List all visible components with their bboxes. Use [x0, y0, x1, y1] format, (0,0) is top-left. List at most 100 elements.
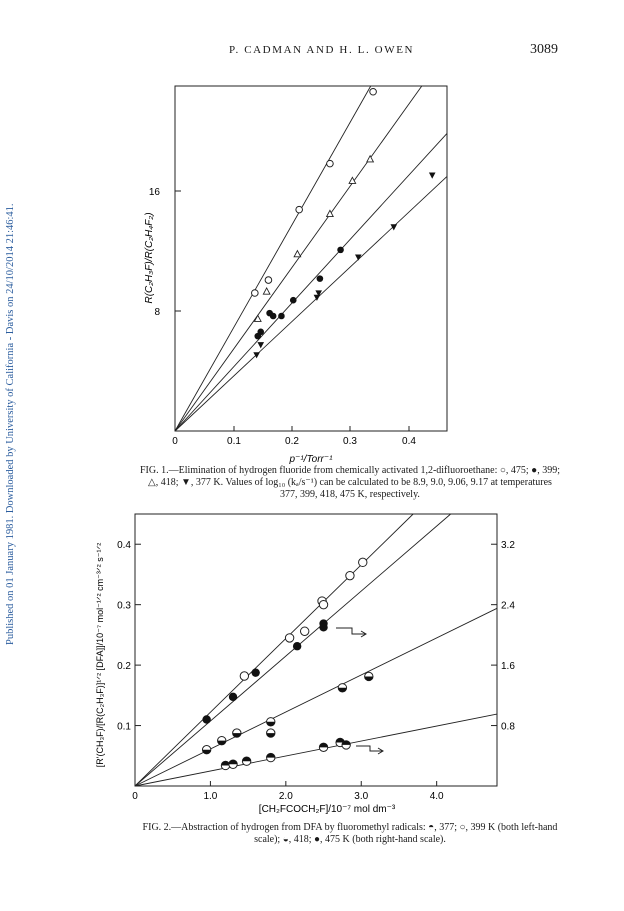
- fig2-point-399K: [318, 599, 329, 610]
- fig1-point-377K: [253, 352, 260, 359]
- fig1-fit-line-399: [174, 133, 448, 432]
- fig1-point-475K: [295, 205, 303, 214]
- fig2-point-377K: [341, 740, 351, 750]
- fig2-point-377K: [228, 759, 238, 769]
- fig2-caption-line-2: scale); ◒, 418; ●, 475 K (both right-han…: [254, 834, 446, 845]
- fig2-ytick-right-label: 2.4: [501, 601, 515, 612]
- fig2-point-377K: [220, 760, 231, 771]
- fig2-point-475K: [292, 642, 302, 651]
- fig1-xtick-label-0.2: 0.2: [285, 436, 299, 447]
- fig2-fit-line-418K: [134, 607, 498, 787]
- fig1-point-399K: [316, 275, 324, 282]
- fig2-x-axis-label: [CH₂FCOCH₂F]/10⁻⁷ mol dm⁻³: [259, 804, 396, 815]
- fig2-point-475K: [319, 623, 328, 632]
- fig1-point-418K: [293, 249, 302, 258]
- fig1-x-axis-label: p⁻¹/Torr⁻¹: [289, 454, 334, 465]
- fig2-point-418K: [232, 728, 242, 738]
- figure-2-frame: [134, 513, 498, 787]
- fig2-point-418K: [337, 683, 348, 693]
- fig2-point-475K: [251, 668, 260, 677]
- fig1-point-377K: [315, 290, 322, 297]
- fig2-point-475K: [228, 692, 238, 702]
- fig1-fit-line-475: [174, 85, 372, 432]
- fig2-ytick-left-label: 0.1: [117, 722, 131, 733]
- fig2-point-418K: [364, 671, 374, 682]
- fig2-point-399K: [239, 671, 250, 681]
- fig1-point-377K: [390, 224, 398, 231]
- fig2-fit-line-475K: [134, 513, 451, 787]
- fig1-point-475K: [369, 87, 377, 96]
- fig1-point-399K: [289, 296, 297, 304]
- fig2-point-399K: [358, 557, 368, 568]
- fig2-point-377K: [266, 752, 276, 763]
- fig1-point-418K: [262, 287, 271, 295]
- fig2-ticks: 0 1.0 2.0 3.0 4.0 0.1 0.2 0.3 0.4 0.8 1.6 2.4 3.2: [117, 540, 515, 802]
- fig2-fit-lines: [134, 513, 498, 787]
- fig2-point-377K: [318, 742, 329, 753]
- figure-1-caption: FIG. 1.—Elimination of hydrogen fluoride…: [135, 465, 565, 501]
- fig1-point-399K: [337, 246, 344, 254]
- fig2-fit-line-377K: [134, 713, 498, 787]
- fig1-data-points: [251, 87, 436, 359]
- page-header: P. CADMAN AND H. L. OWEN 3089: [0, 42, 624, 64]
- fig2-point-418K: [266, 717, 276, 727]
- fig2-point-418K: [217, 735, 227, 746]
- fig1-ytick-label-16: 16: [149, 187, 161, 198]
- figure-2-plot: 0 1.0 2.0 3.0 4.0 0.1 0.2 0.3 0.4 0.8 1.6 2.4 3.2 [C…: [95, 513, 515, 815]
- page-number: 3089: [530, 42, 558, 57]
- fig2-ytick-left-label: 0.3: [117, 601, 131, 612]
- fig2-xtick-label: 3.0: [354, 791, 368, 802]
- fig2-y-axis-label: [R'(CH₃F)/[R(C₂H₃F)]¹ᐟ² [DFA]]/10⁻⁷ mol⁻…: [95, 543, 105, 768]
- fig1-point-418K: [366, 154, 375, 163]
- fig1-caption-line-1: FIG. 1.—Elimination of hydrogen fluoride…: [139, 465, 561, 476]
- fig2-point-418K: [266, 728, 276, 738]
- fig1-xtick-label-0.3: 0.3: [343, 436, 357, 447]
- fig2-xtick-label: 0: [132, 791, 138, 802]
- fig2-point-377K: [241, 756, 252, 766]
- fig2-ytick-left-label: 0.4: [117, 540, 131, 551]
- fig1-fit-lines: [174, 85, 448, 432]
- fig1-point-377K: [355, 254, 362, 261]
- fig1-y-axis-label: R(C₂H₃F)/R(C₂H₄F₂): [144, 212, 155, 303]
- fig1-point-475K: [326, 159, 334, 168]
- fig1-caption-line-3: 377, 399, 418, 475 K, respectively.: [280, 489, 420, 500]
- fig1-point-399K: [257, 328, 265, 336]
- fig2-ytick-left-label: 0.2: [117, 661, 131, 672]
- fig2-ytick-right-label: 3.2: [501, 540, 515, 551]
- fig1-xtick-label-0: 0: [172, 436, 178, 447]
- fig2-xtick-label: 1.0: [203, 791, 217, 802]
- fig2-data-points: [201, 557, 374, 771]
- fig1-xtick-label-0.4: 0.4: [402, 436, 416, 447]
- fig1-fit-line-377: [174, 176, 448, 432]
- fig2-caption-line-1: FIG. 2.—Abstraction of hydrogen from DFA…: [142, 822, 558, 833]
- fig1-point-475K: [264, 276, 273, 284]
- fig1-point-418K: [348, 176, 357, 184]
- figure-1-plot: 16 8 0 0.1 0.2 0.3 0.4 p⁻¹/Torr⁻¹ R(C₂H₃…: [144, 85, 448, 465]
- fig1-xtick-label-0.1: 0.1: [227, 436, 241, 447]
- fig1-point-418K: [325, 209, 334, 217]
- figure-1-frame: [174, 85, 448, 432]
- fig2-point-475K: [202, 715, 211, 724]
- running-head-authors: P. CADMAN AND H. L. OWEN: [229, 44, 415, 56]
- fig1-point-377K: [428, 172, 436, 179]
- fig2-xtick-label: 4.0: [430, 791, 444, 802]
- fig2-arrow-right-scale-upper: [336, 627, 367, 638]
- fig2-ytick-right-label: 0.8: [501, 722, 515, 733]
- fig1-point-399K: [269, 312, 277, 320]
- fig2-point-399K: [284, 633, 295, 643]
- figure-2-caption: FIG. 2.—Abstraction of hydrogen from DFA…: [135, 822, 565, 846]
- fig1-ytick-label-8: 8: [154, 307, 160, 318]
- fig2-point-399K: [299, 626, 310, 636]
- fig1-caption-line-2: △, 418; ▼, 377 K. Values of log₁₀ (kₐ/s⁻…: [148, 477, 552, 488]
- fig1-point-418K: [253, 314, 262, 322]
- fig2-ytick-right-label: 1.6: [501, 661, 515, 672]
- fig2-fit-line-399K: [134, 513, 414, 787]
- fig1-point-399K: [278, 312, 285, 320]
- fig1-point-377K: [257, 342, 265, 349]
- fig2-point-399K: [345, 570, 355, 581]
- fig1-point-475K: [251, 289, 259, 297]
- fig2-point-418K: [201, 745, 212, 755]
- fig1-fit-line-418: [174, 85, 423, 432]
- fig2-arrow-right-scale-lower: [356, 745, 384, 755]
